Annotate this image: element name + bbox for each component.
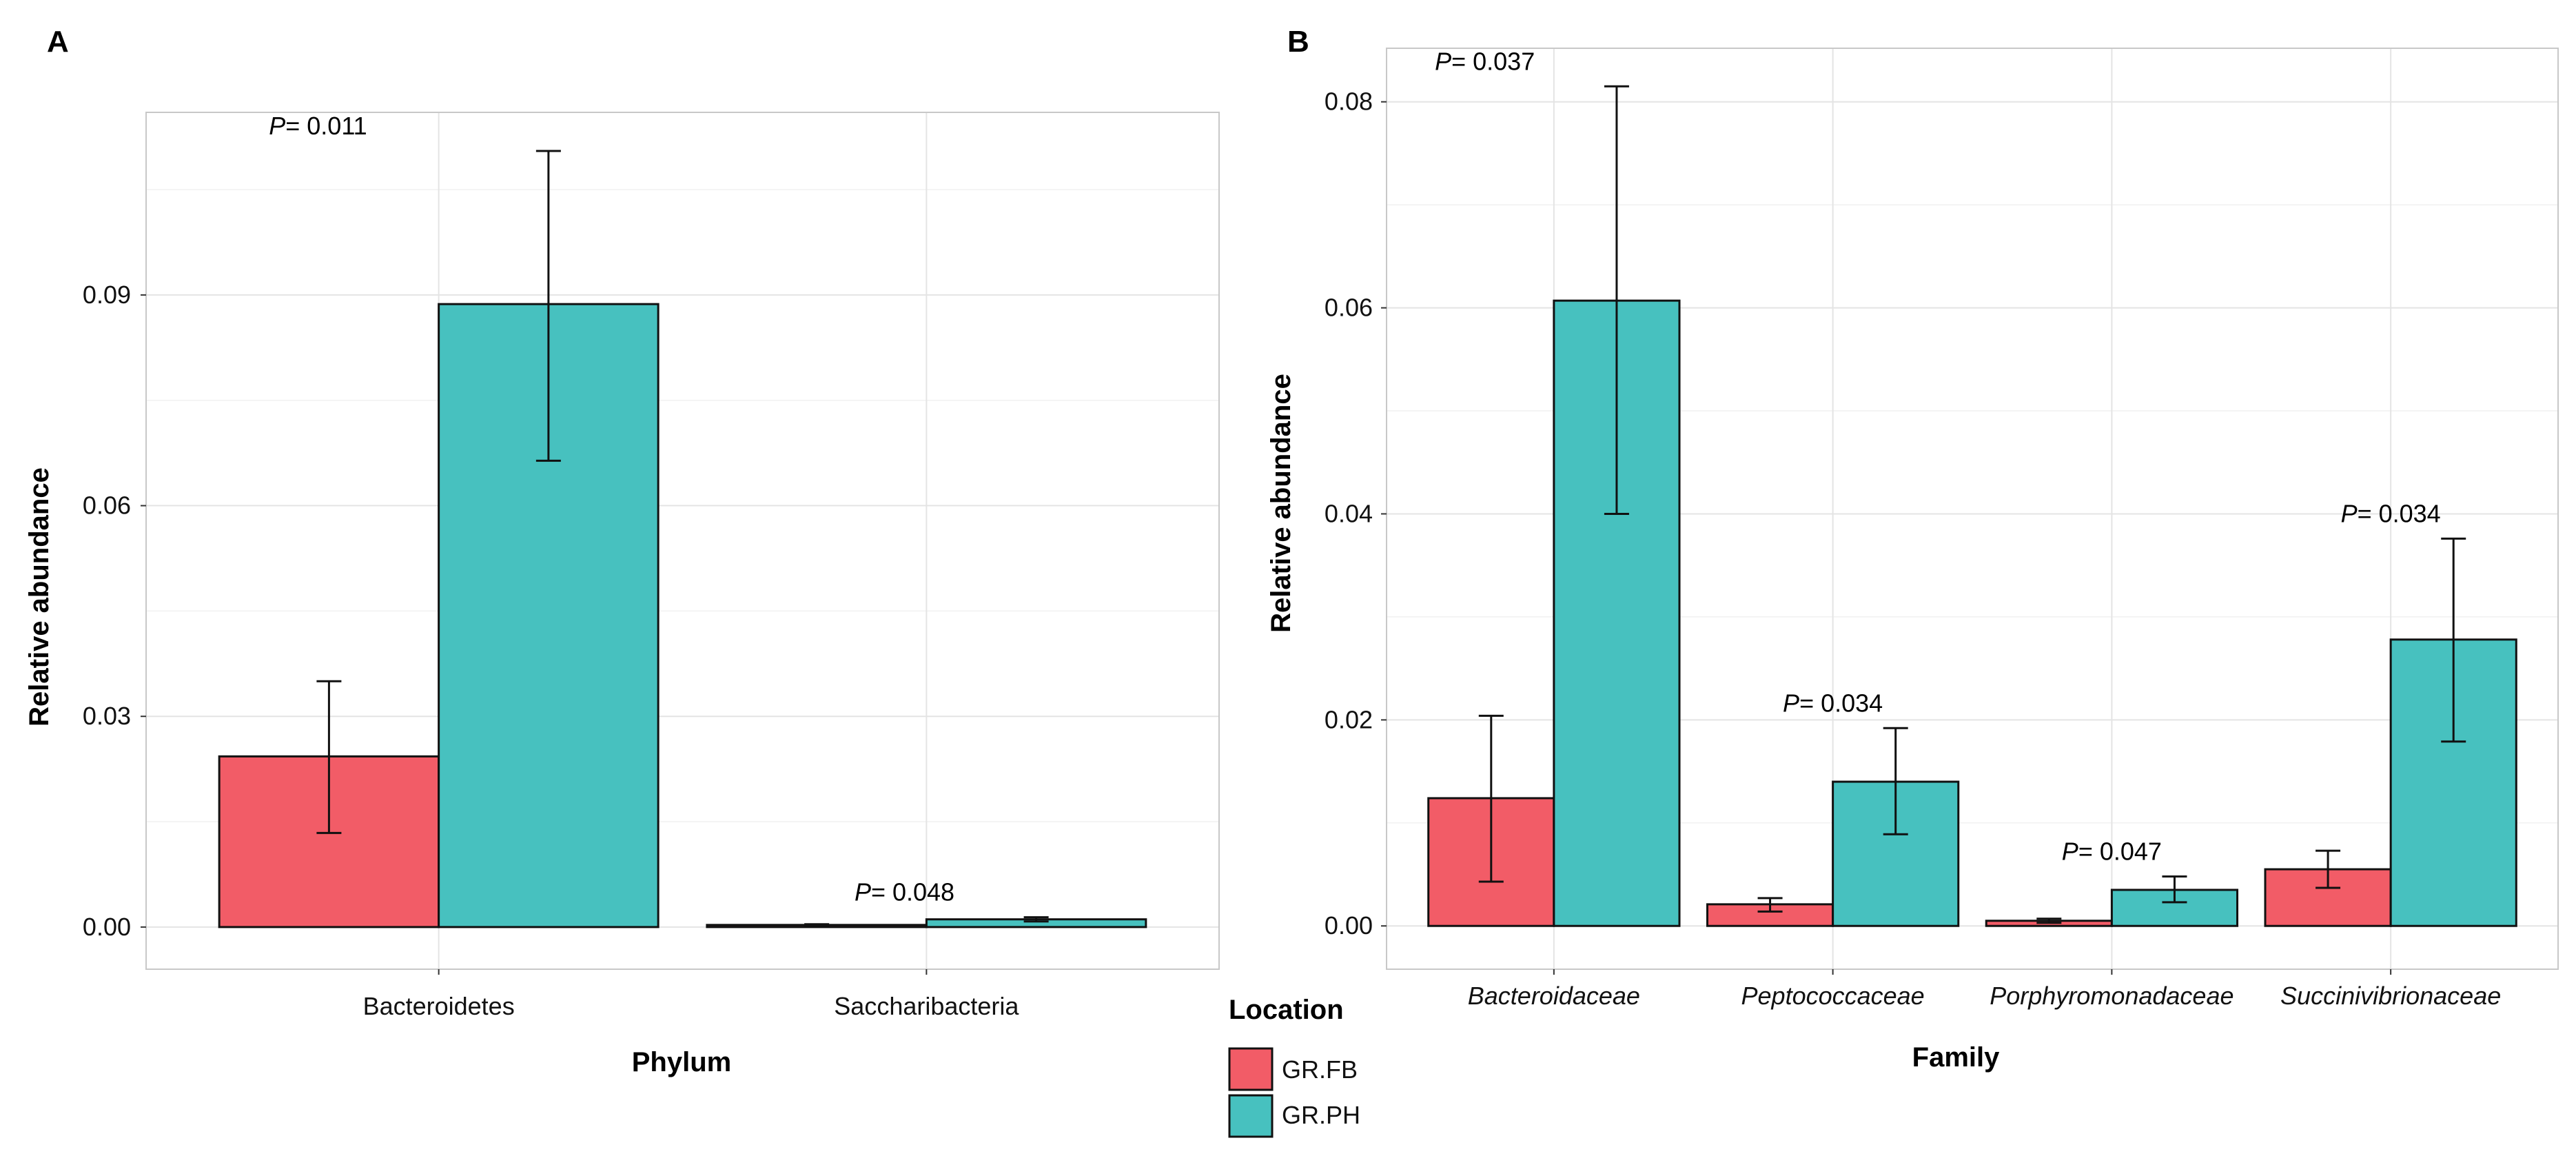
error-bar [316,680,342,834]
y-tick-label: 0.04 [1325,499,1373,527]
p-value-label: P= 0.011 [269,112,367,140]
y-tick-label: 0.09 [83,281,131,309]
error-bar [1604,85,1629,515]
x-tick-label: Porphyromonadaceae [1990,982,2233,1010]
p-value-prefix: P [269,112,285,140]
panel-b-y-axis-title: Relative abundance [1266,374,1296,633]
legend-label-gr-fb: GR.FB [1282,1055,1358,1084]
panel-a-chart: A 0.00 0.03 0.06 0.09 Bacteroidetes Sacchari… [24,25,1220,1077]
panel-a-letter: A [47,25,69,59]
panel-b-error-bars [1478,85,2466,924]
y-tick-label: 0.06 [83,491,131,520]
p-value-text: = 0.047 [2078,838,2162,866]
legend-swatch-gr-fb [1228,1047,1274,1091]
panel-b-y-ticks: 0.00 0.02 0.04 0.06 0.08 [1325,88,1387,940]
error-bar [1883,727,1908,835]
error-bar [2441,537,2466,743]
p-value-label: P= 0.034 [1783,689,1883,717]
p-value-prefix: P [2341,499,2358,527]
legend: Location GR.FB GR.PH [1228,995,1360,1138]
x-tick-label: Saccharibacteria [834,992,1019,1020]
p-value-label: P= 0.048 [855,878,954,906]
error-bar [804,923,830,927]
p-value-prefix: P [855,878,871,906]
panel-b-x-axis-title: Family [1912,1042,2000,1073]
panel-a-y-axis-title: Relative abundance [24,467,54,727]
error-bar [535,150,561,462]
panel-a-x-ticks: Bacteroidetes Saccharibacteria [363,969,1019,1020]
y-tick-label: 0.02 [1325,705,1373,733]
legend-label-gr-ph: GR.PH [1282,1101,1360,1129]
x-tick-label: Bacteroidaceae [1468,982,1640,1010]
x-tick-label: Peptococcaceae [1741,982,1925,1010]
error-bar [2316,849,2341,889]
error-bar [1478,714,1504,883]
y-tick-label: 0.08 [1325,88,1373,116]
panel-a-error-bars [316,150,1049,927]
error-bar [2036,917,2062,924]
p-value-prefix: P [1783,689,1799,717]
p-value-text: = 0.034 [2358,499,2441,527]
p-value-label: P= 0.034 [2341,499,2441,527]
legend-title: Location [1229,995,1344,1025]
error-bar [2162,875,2187,904]
panel-a-x-axis-title: Phylum [632,1047,731,1077]
p-value-prefix: P [1435,47,1451,75]
p-value-text: = 0.011 [285,112,367,140]
p-value-text: = 0.034 [1799,689,1883,717]
panel-b-chart: B 0.00 0.02 0.04 0.06 0.08 Bacteroidaceae Pep… [1266,25,2559,1073]
error-bar [1023,916,1049,923]
y-tick-label: 0.03 [83,702,131,730]
panel-b-plot-border [1386,48,2559,970]
panel-b-letter: B [1287,25,1309,59]
panel-b-bars [1427,299,2517,927]
x-tick-label: Bacteroidetes [363,992,515,1020]
y-tick-label: 0.00 [1325,911,1373,940]
legend-swatch-gr-ph [1228,1094,1274,1138]
p-value-prefix: P [2062,838,2078,866]
panel-b-x-ticks: Bacteroidaceae Peptococcaceae Porphyromona… [1468,969,2501,1010]
panel-a-plot-border [145,112,1220,970]
y-tick-label: 0.06 [1325,294,1373,322]
p-value-text: = 0.048 [871,878,954,906]
p-value-label: P= 0.047 [2062,838,2162,866]
x-tick-label: Succinivibrionaceae [2280,982,2501,1010]
y-tick-label: 0.00 [83,913,131,941]
panel-a-y-ticks: 0.00 0.03 0.06 0.09 [83,281,146,941]
panel-a-bars [218,303,1147,929]
p-value-text: = 0.037 [1451,47,1535,75]
error-bar [1757,897,1783,913]
p-value-label: P= 0.037 [1435,47,1535,75]
